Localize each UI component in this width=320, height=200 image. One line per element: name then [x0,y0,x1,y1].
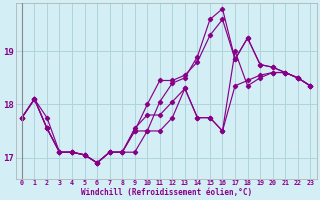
X-axis label: Windchill (Refroidissement éolien,°C): Windchill (Refroidissement éolien,°C) [81,188,252,197]
